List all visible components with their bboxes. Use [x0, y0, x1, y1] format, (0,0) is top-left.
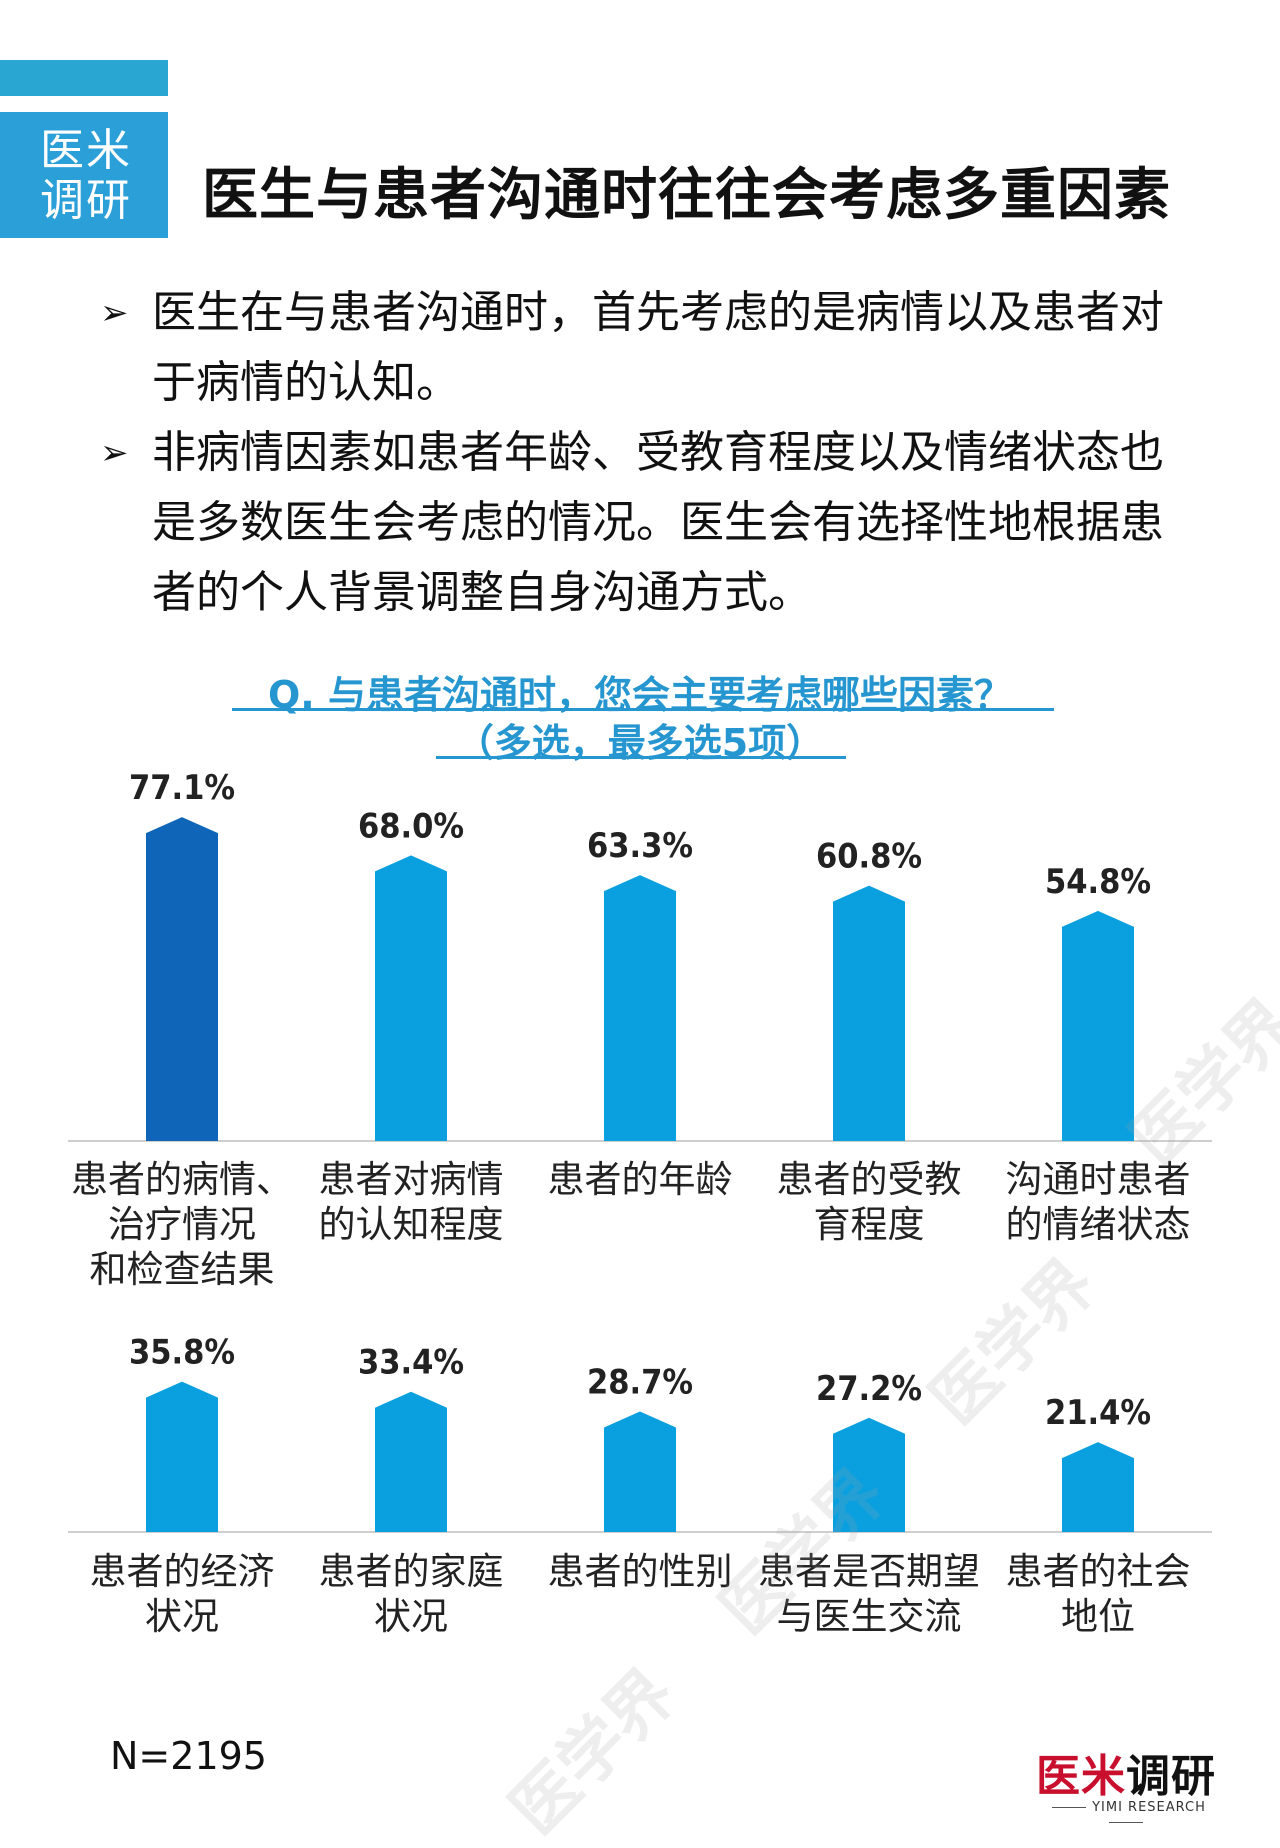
category-label: 与医生交流 [777, 1595, 962, 1638]
data-label: 54.8% [1045, 862, 1151, 902]
question-underline-1 [232, 708, 1054, 711]
category-label: 患者的家庭 [319, 1550, 504, 1593]
category-label: 患者的经济 [90, 1550, 275, 1593]
logo-box: 医米 调研 [0, 112, 168, 238]
category-label: 状况 [145, 1595, 219, 1638]
category-label: 治疗情况 [108, 1203, 256, 1246]
question-underline-2 [436, 756, 846, 759]
arrow-bullet-icon: ➢ [100, 433, 129, 473]
bar [1062, 910, 1134, 1141]
category-label: 的情绪状态 [1006, 1203, 1191, 1246]
category-label: 和检查结果 [90, 1248, 275, 1291]
category-label: 患者的病情、 [71, 1158, 293, 1201]
data-label: 33.4% [358, 1343, 464, 1383]
data-label: 35.8% [129, 1333, 235, 1373]
brand-logo: 医米调研 YIMI RESEARCH [1026, 1740, 1226, 1830]
arrow-bullet-icon: ➢ [100, 293, 129, 333]
bar [375, 855, 447, 1141]
category-label: 患者是否期望 [758, 1550, 980, 1593]
data-label: 27.2% [816, 1369, 922, 1409]
brand-name-b: 调研 [1126, 1751, 1216, 1802]
category-label: 地位 [1061, 1595, 1135, 1638]
category-label: 患者的社会 [1006, 1550, 1191, 1593]
bar [604, 875, 676, 1141]
bar [1062, 1442, 1134, 1532]
bar [833, 885, 905, 1141]
bar [146, 817, 218, 1141]
bullet-text: 医生在与患者沟通时，首先考虑的是病情以及患者对于病情的认知。 [152, 287, 1164, 408]
category-label: 的认知程度 [319, 1203, 504, 1246]
category-label: 患者的性别 [548, 1550, 733, 1593]
data-label: 63.3% [587, 826, 693, 866]
header-accent-strip [0, 60, 168, 96]
brand-subtitle: YIMI RESEARCH [1026, 1800, 1226, 1830]
bar [833, 1417, 905, 1532]
bar [375, 1391, 447, 1532]
bullet-item: ➢ 医生在与患者沟通时，首先考虑的是病情以及患者对于病情的认知。 [100, 278, 1180, 418]
category-label: 沟通时患者 [1006, 1158, 1191, 1201]
page-title: 医生与患者沟通时往往会考虑多重因素 [202, 163, 1171, 228]
data-label: 68.0% [358, 806, 464, 846]
category-label: 状况 [374, 1595, 448, 1638]
bar [604, 1411, 676, 1532]
logo-line-1: 医米 [40, 125, 132, 176]
data-label: 21.4% [1045, 1393, 1151, 1433]
logo-line-2: 调研 [40, 175, 132, 226]
brand-name-a: 医米 [1036, 1751, 1126, 1802]
data-label: 77.1% [129, 768, 235, 808]
data-label: 60.8% [816, 837, 922, 877]
data-label: 28.7% [587, 1362, 693, 1402]
category-label: 育程度 [814, 1203, 925, 1246]
category-label: 患者对病情 [319, 1158, 504, 1201]
sample-size-label: N=2195 [110, 1734, 267, 1778]
category-label: 患者的受教 [777, 1158, 962, 1201]
bar [146, 1381, 218, 1532]
bullet-text: 非病情因素如患者年龄、受教育程度以及情绪状态也是多数医生会考虑的情况。医生会有选… [152, 427, 1164, 618]
bullet-list: ➢ 医生在与患者沟通时，首先考虑的是病情以及患者对于病情的认知。 ➢ 非病情因素… [100, 278, 1180, 628]
bullet-item: ➢ 非病情因素如患者年龄、受教育程度以及情绪状态也是多数医生会考虑的情况。医生会… [100, 418, 1180, 628]
category-label: 患者的年龄 [548, 1158, 733, 1201]
